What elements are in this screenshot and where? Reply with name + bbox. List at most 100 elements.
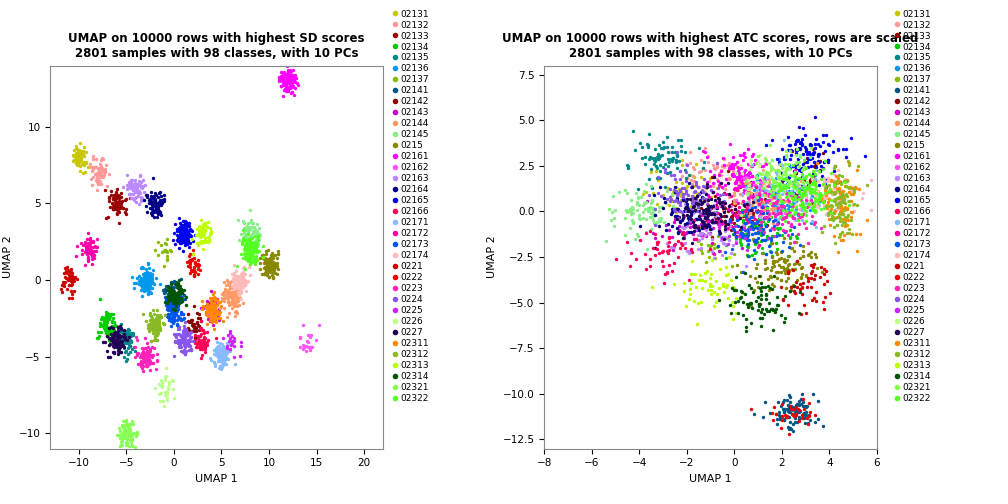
- Point: [666, 186, 682, 194]
- Point: [155, 247, 171, 255]
- Point: [785, 266, 801, 274]
- Point: [699, 223, 715, 231]
- Point: [90, 174, 106, 182]
- Point: [205, 307, 221, 315]
- Point: [776, 408, 792, 416]
- Point: [216, 350, 232, 358]
- Point: [762, 182, 778, 190]
- Point: [196, 333, 212, 341]
- Point: [158, 301, 174, 309]
- Point: [97, 326, 113, 334]
- Point: [168, 300, 184, 308]
- Point: [715, 233, 731, 241]
- Point: [806, 294, 823, 302]
- Point: [790, 163, 806, 171]
- Point: [651, 203, 667, 211]
- Point: [286, 76, 302, 84]
- Point: [714, 182, 730, 191]
- Point: [801, 202, 817, 210]
- Point: [801, 197, 817, 205]
- Point: [166, 352, 182, 360]
- Point: [61, 281, 78, 289]
- Point: [177, 318, 194, 326]
- Point: [793, 395, 809, 403]
- Point: [786, 287, 802, 295]
- Point: [745, 219, 761, 227]
- Point: [146, 192, 162, 200]
- Point: [180, 346, 197, 354]
- Point: [791, 164, 807, 172]
- Point: [88, 155, 104, 163]
- Point: [248, 231, 264, 239]
- Point: [839, 205, 855, 213]
- Point: [781, 392, 797, 400]
- Point: [243, 216, 259, 224]
- Point: [211, 351, 227, 359]
- Point: [205, 310, 221, 319]
- Point: [203, 304, 219, 312]
- Point: [168, 279, 184, 287]
- Point: [102, 340, 118, 348]
- Point: [89, 173, 105, 181]
- Point: [62, 272, 79, 280]
- Point: [142, 192, 158, 200]
- Point: [138, 269, 154, 277]
- Point: [62, 273, 79, 281]
- Point: [212, 348, 228, 356]
- Point: [795, 124, 811, 132]
- Point: [686, 234, 703, 242]
- Point: [668, 187, 684, 196]
- Point: [247, 261, 263, 269]
- Point: [297, 342, 313, 350]
- Point: [685, 218, 702, 226]
- Point: [137, 344, 153, 352]
- Point: [707, 254, 723, 262]
- Point: [123, 438, 139, 447]
- Point: [806, 113, 823, 121]
- Point: [129, 427, 145, 435]
- Point: [712, 179, 728, 187]
- Point: [158, 388, 174, 396]
- Point: [80, 249, 96, 257]
- Point: [126, 429, 142, 437]
- Point: [775, 202, 791, 210]
- Point: [648, 240, 664, 248]
- Point: [238, 278, 254, 286]
- Point: [165, 278, 181, 286]
- Point: [111, 219, 127, 227]
- Point: [807, 163, 824, 171]
- Point: [655, 205, 671, 213]
- Point: [181, 231, 198, 239]
- Point: [70, 153, 86, 161]
- Point: [259, 257, 275, 265]
- Point: [170, 339, 186, 347]
- Point: [284, 76, 300, 84]
- Point: [104, 335, 120, 343]
- Point: [787, 197, 803, 205]
- Point: [785, 194, 801, 202]
- Point: [672, 218, 688, 226]
- Point: [770, 204, 786, 212]
- Point: [232, 285, 248, 293]
- Point: [771, 168, 787, 176]
- Point: [782, 393, 798, 401]
- Point: [780, 211, 796, 219]
- Point: [243, 218, 259, 226]
- Point: [107, 321, 123, 329]
- Point: [72, 139, 88, 147]
- Point: [229, 285, 245, 293]
- Point: [105, 326, 121, 334]
- Point: [776, 217, 792, 225]
- Point: [780, 165, 796, 173]
- Point: [116, 424, 132, 432]
- Point: [779, 187, 795, 196]
- Point: [136, 272, 152, 280]
- Point: [815, 222, 832, 230]
- Point: [664, 208, 680, 216]
- Point: [129, 349, 145, 357]
- Point: [259, 265, 275, 273]
- Point: [816, 204, 833, 212]
- Point: [140, 320, 156, 328]
- Point: [191, 240, 207, 248]
- Point: [72, 147, 88, 155]
